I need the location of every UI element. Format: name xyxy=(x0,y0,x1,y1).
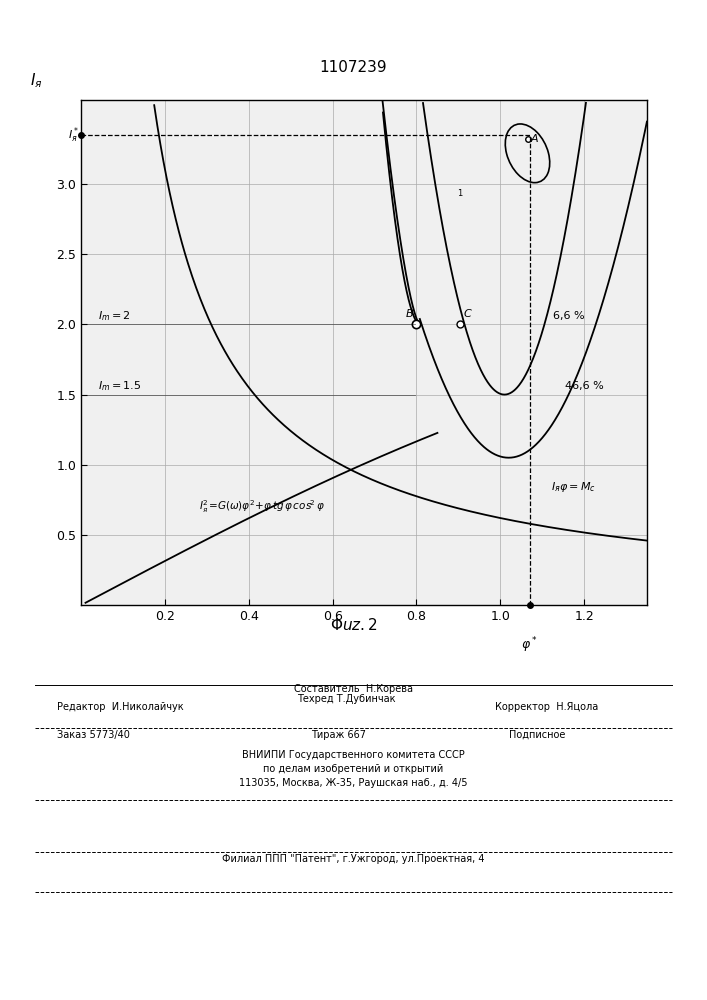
Text: 1: 1 xyxy=(457,189,462,198)
Text: Техред Т.Дубинчак: Техред Т.Дубинчак xyxy=(297,694,395,704)
Text: 1107239: 1107239 xyxy=(320,60,387,75)
Text: $\Phi u z.2$: $\Phi u z.2$ xyxy=(329,617,378,633)
Text: по делам изобретений и открытий: по делам изобретений и открытий xyxy=(264,764,443,774)
Text: Составитель  Н.Корева: Составитель Н.Корева xyxy=(294,684,413,694)
Text: C: C xyxy=(464,309,472,319)
Text: $I_я^2\!=\!G(\omega)\varphi^2\!+\!\varphi\,tg\,\varphi\,cos^{\!2}\,\varphi$: $I_я^2\!=\!G(\omega)\varphi^2\!+\!\varph… xyxy=(199,498,325,515)
Text: $I_я\varphi = M_c$: $I_я\varphi = M_c$ xyxy=(551,480,595,494)
Text: 46,6 %: 46,6 % xyxy=(565,381,604,391)
Text: Редактор  И.Николайчук: Редактор И.Николайчук xyxy=(57,702,183,712)
Text: 6,6 %: 6,6 % xyxy=(553,311,584,321)
Text: Подписное: Подписное xyxy=(509,730,566,740)
Text: Заказ 5773/40: Заказ 5773/40 xyxy=(57,730,129,740)
Text: Филиал ППП "Патент", г.Ужгород, ул.Проектная, 4: Филиал ППП "Патент", г.Ужгород, ул.Проек… xyxy=(222,854,485,864)
Text: Тираж 667: Тираж 667 xyxy=(311,730,366,740)
Text: B: B xyxy=(406,309,414,319)
Text: $I_m = 2$: $I_m = 2$ xyxy=(98,309,131,323)
Text: $I_я^*$: $I_я^*$ xyxy=(68,125,79,145)
Text: A: A xyxy=(531,134,539,144)
Text: $\varphi^*$: $\varphi^*$ xyxy=(521,636,538,655)
Text: Корректор  Н.Яцола: Корректор Н.Яцола xyxy=(495,702,598,712)
Text: 113035, Москва, Ж-35, Раушская наб., д. 4/5: 113035, Москва, Ж-35, Раушская наб., д. … xyxy=(239,778,468,788)
Text: $I_m = 1.5$: $I_m = 1.5$ xyxy=(98,379,141,393)
Text: ВНИИПИ Государственного комитета СССР: ВНИИПИ Государственного комитета СССР xyxy=(242,750,465,760)
Text: $I_я$: $I_я$ xyxy=(30,71,42,90)
